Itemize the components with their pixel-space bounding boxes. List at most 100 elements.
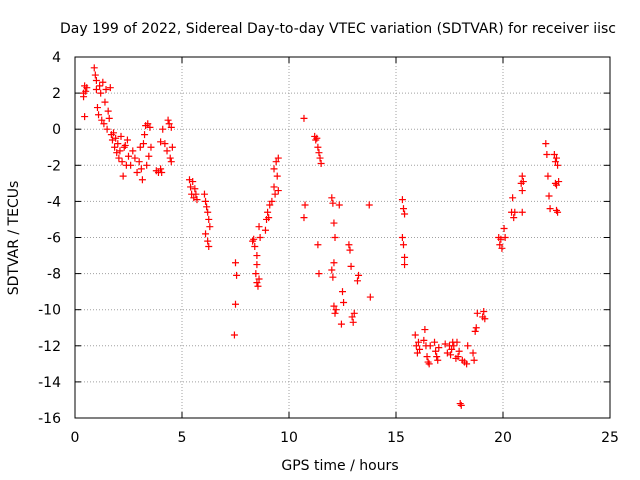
data-point: [144, 120, 152, 128]
data-point: [345, 241, 353, 249]
data-point: [253, 279, 261, 287]
data-point: [139, 140, 147, 148]
data-point: [330, 259, 338, 267]
data-point: [300, 114, 308, 122]
data-point: [348, 313, 356, 321]
data-point: [164, 116, 172, 124]
data-point: [252, 270, 260, 278]
data-point: [553, 181, 560, 189]
data-point: [551, 158, 559, 166]
data-point: [347, 262, 355, 270]
data-point: [301, 201, 309, 209]
data-point: [545, 192, 553, 200]
data-point: [80, 93, 88, 101]
x-tick-label: 5: [178, 430, 187, 446]
y-tick-label: 4: [52, 50, 61, 66]
data-point: [550, 150, 558, 158]
data-point: [314, 241, 322, 249]
data-point: [453, 338, 461, 346]
data-point: [447, 351, 455, 359]
data-point: [95, 111, 103, 119]
y-tick-label: 0: [52, 122, 61, 138]
data-point: [96, 82, 104, 90]
data-point: [250, 235, 258, 243]
data-point: [274, 187, 282, 195]
data-point: [401, 210, 409, 218]
data-point: [454, 353, 462, 361]
data-point: [553, 206, 560, 214]
data-point: [426, 342, 434, 350]
data-point: [102, 85, 110, 93]
y-tick-label: -4: [47, 194, 61, 210]
data-point: [82, 87, 90, 95]
y-tick-label: -2: [47, 158, 61, 174]
data-point: [261, 226, 269, 234]
data-point: [200, 190, 208, 198]
data-point: [316, 154, 324, 162]
data-point: [315, 149, 323, 157]
data-point: [542, 140, 550, 148]
data-point: [268, 197, 276, 205]
data-point: [104, 107, 112, 115]
data-points: [80, 64, 563, 409]
data-point: [456, 400, 464, 408]
data-point: [167, 123, 175, 131]
data-point: [399, 205, 407, 213]
data-point: [413, 349, 421, 357]
data-point: [105, 114, 113, 122]
data-point: [185, 176, 193, 184]
data-point: [300, 214, 308, 222]
data-point: [450, 342, 458, 350]
data-point: [204, 208, 212, 216]
data-point: [91, 71, 99, 79]
data-point: [205, 243, 213, 251]
data-point: [273, 172, 281, 180]
data-point: [544, 172, 552, 180]
data-point: [116, 147, 124, 155]
data-point: [92, 85, 100, 93]
data-point: [206, 223, 214, 231]
data-point: [168, 143, 176, 151]
data-point: [312, 136, 320, 144]
data-point: [328, 266, 336, 274]
data-point: [481, 315, 489, 323]
data-point: [265, 214, 273, 222]
data-point: [455, 347, 463, 355]
x-tick-label: 0: [71, 430, 80, 446]
data-point: [543, 150, 551, 158]
data-point: [518, 172, 526, 180]
data-point: [401, 253, 409, 261]
data-point: [329, 273, 337, 281]
data-point: [554, 161, 562, 169]
data-point: [424, 358, 432, 366]
data-point: [553, 154, 560, 162]
data-point: [425, 360, 433, 368]
data-point: [112, 134, 120, 142]
x-tick-label: 20: [494, 430, 512, 446]
data-point: [270, 183, 278, 191]
data-point: [328, 194, 336, 202]
data-point: [470, 356, 478, 364]
data-point: [317, 159, 325, 167]
data-point: [131, 154, 139, 162]
data-point: [145, 152, 153, 160]
data-point: [464, 342, 472, 350]
data-point: [81, 113, 89, 121]
data-point: [193, 196, 201, 204]
data-point: [159, 125, 167, 133]
data-point: [274, 154, 282, 162]
data-point: [191, 185, 199, 193]
data-point: [398, 196, 406, 204]
data-point: [255, 223, 263, 231]
data-point: [433, 353, 441, 361]
data-point: [501, 234, 509, 241]
data-point: [551, 179, 559, 187]
data-point: [472, 324, 480, 332]
data-point: [90, 64, 98, 72]
data-point: [331, 234, 339, 241]
data-point: [511, 208, 519, 216]
data-point: [205, 215, 213, 223]
data-point: [509, 194, 517, 202]
data-point: [127, 161, 135, 169]
